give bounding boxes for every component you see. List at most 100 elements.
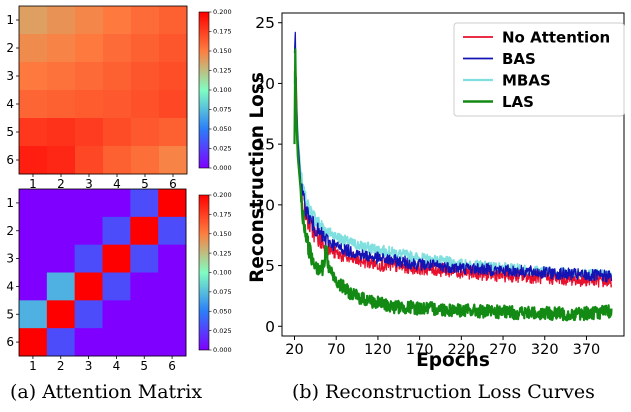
plot-area — [293, 31, 613, 322]
heatmap-cell — [74, 216, 103, 246]
x-tick-label: 6 — [168, 359, 176, 373]
heatmap-cell — [130, 216, 159, 246]
legend-box — [453, 22, 625, 117]
heatmap-cell — [131, 146, 160, 175]
heatmap-cell — [47, 146, 76, 175]
colorbar-tick-label: 0.150 — [213, 230, 232, 238]
heatmap-cell — [103, 34, 132, 63]
series-line-las — [293, 48, 613, 322]
colorbar-tick-label: 0.175 — [213, 28, 232, 36]
heatmap-cell — [102, 244, 131, 273]
heatmap-cell — [19, 272, 48, 301]
heatmap-cell — [158, 300, 187, 329]
x-axis-label: Epochs — [416, 350, 490, 371]
x-tick-label: 170 — [406, 342, 434, 358]
y-tick-label: 2 — [6, 224, 14, 238]
heatmap-cell — [158, 216, 187, 246]
colorbar-tick-label: 0.125 — [213, 67, 232, 75]
y-tick-label: 25 — [255, 14, 275, 32]
x-tick-label: 1 — [29, 177, 37, 191]
colorbar-tick-label: 0.100 — [213, 269, 232, 277]
colorbar-tick-label: 0.025 — [213, 327, 232, 335]
heatmap-cell — [74, 328, 103, 357]
x-tick-label: 70 — [327, 342, 345, 358]
heatmap-cell — [75, 118, 104, 147]
heatmap-cell — [46, 328, 76, 357]
colorbar-tick-label: 0.050 — [213, 307, 232, 315]
heatmap-cell — [46, 189, 76, 218]
heatmap-cell — [130, 272, 159, 301]
heatmap-cell — [159, 62, 188, 91]
y-tick-label: 15 — [255, 136, 275, 154]
heatmap-cell — [159, 146, 188, 175]
heatmap-cell — [19, 90, 48, 119]
colorbar-tick-label: 0.125 — [213, 249, 232, 257]
heatmap-cell — [47, 6, 76, 35]
caption-a: (a) Attention Matrix — [10, 381, 203, 403]
heatmap-cell — [102, 300, 131, 329]
heatmap-cell — [103, 62, 132, 91]
colorbar-tick-label: 0.175 — [213, 211, 232, 219]
heatmap-cell — [158, 244, 187, 273]
y-tick-label: 0 — [265, 318, 275, 336]
colorbar-tick-label: 0.025 — [213, 145, 232, 153]
heatmap-cell — [19, 62, 48, 91]
heatmap-cell — [47, 90, 76, 119]
y-tick-label: 1 — [6, 196, 14, 210]
heatmap-cell — [103, 90, 132, 119]
caption-b: (b) Reconstruction Loss Curves — [292, 381, 595, 403]
heatmap-cell — [19, 118, 48, 147]
heatmap-cell — [74, 189, 103, 218]
heatmap-cell — [131, 6, 160, 35]
y-tick-label: 4 — [6, 279, 14, 293]
heatmap-cell — [75, 146, 104, 175]
heatmap-cell — [19, 189, 48, 218]
colorbar-gradient — [198, 194, 210, 351]
heatmap-cell — [19, 244, 48, 273]
y-tick-label: 20 — [255, 75, 275, 93]
heatmap-cell — [102, 189, 131, 218]
x-tick-label: 4 — [113, 177, 121, 191]
x-tick-label: 3 — [85, 177, 93, 191]
x-tick-label: 220 — [447, 342, 475, 358]
colorbar-bottom: 0.000 0.025 0.050 0.075 0.100 0.125 0.150 0.175… — [198, 191, 232, 354]
y-tick-label: 6 — [6, 335, 14, 349]
heatmap-cell — [74, 244, 103, 273]
colorbar-tick-label: 0.200 — [213, 191, 232, 199]
colorbar-tick-label: 0.050 — [213, 125, 232, 133]
heatmap-cell — [75, 90, 104, 119]
heatmap-cell — [47, 62, 76, 91]
heatmap-cell — [19, 216, 48, 246]
heatmap-cell — [74, 272, 103, 301]
y-tick-label: 10 — [255, 196, 275, 214]
attention-heatmap-top: 1 2 3 4 5 6 1 2 3 4 5 6 — [6, 5, 188, 191]
heatmap-cell — [47, 118, 76, 147]
attention-heatmap-bottom: 1 2 3 4 5 6 1 2 3 4 5 6 — [6, 188, 187, 373]
x-tick-label: 6 — [169, 177, 177, 191]
heatmap-cell — [131, 118, 160, 147]
heatmap-cell — [102, 328, 131, 357]
heatmap-cell — [159, 34, 188, 63]
heatmap-cell — [47, 34, 76, 63]
y-axis-label: Reconstruction Loss — [247, 72, 268, 283]
heatmap-cell — [46, 244, 76, 273]
heatmap-frame — [18, 5, 188, 175]
heatmap-cell — [102, 272, 131, 301]
heatmap-cell — [75, 34, 104, 63]
y-tick-label: 3 — [6, 252, 14, 266]
heatmap-cell — [158, 189, 187, 218]
heatmap-cell — [46, 300, 76, 329]
heatmap-cell — [19, 300, 48, 329]
heatmap-cell — [103, 146, 132, 175]
colorbar-tick-label: 0.075 — [213, 106, 232, 114]
heatmap-cell — [102, 216, 131, 246]
heatmap-cell — [159, 118, 188, 147]
y-tick-label: 5 — [6, 307, 14, 321]
y-tick-label: 5 — [265, 257, 275, 275]
y-tick-label: 4 — [6, 97, 14, 111]
heatmap-cell — [75, 62, 104, 91]
colorbar-tick-label: 0.000 — [213, 346, 232, 354]
legend-label: LAS — [502, 93, 534, 111]
heatmap-cell — [103, 118, 132, 147]
